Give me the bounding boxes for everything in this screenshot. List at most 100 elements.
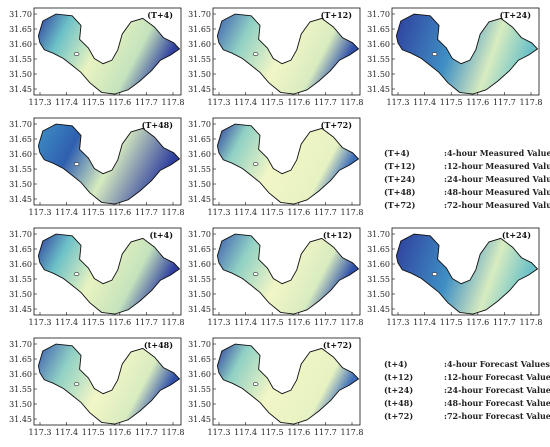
- y-tick-label: 31.45: [9, 195, 32, 204]
- y-tick-label: 31.60: [9, 260, 32, 269]
- x-tick-label: 117.3: [387, 98, 410, 107]
- y-tick-label: 31.70: [9, 340, 32, 349]
- x-tick-label: 117.5: [440, 318, 463, 327]
- x-tick-label: 117.4: [55, 208, 78, 217]
- lake-outline: [37, 13, 181, 95]
- island-marker: [252, 52, 259, 57]
- legend-text: :24-hour Measured Values: [444, 174, 550, 184]
- legend-measured-row: (T+4) :4-hour Measured Values: [384, 147, 550, 160]
- y-tick-label: 31.55: [9, 165, 32, 174]
- legend-measured-row: (T+48):48-hour Measured Values: [384, 186, 550, 199]
- y-tick-label: 31.50: [188, 180, 211, 189]
- x-tick-label: 117.7: [314, 318, 337, 327]
- x-tick-label: 117.6: [287, 428, 310, 437]
- panel-label: (T+12): [321, 10, 353, 20]
- x-tick-label: 117.5: [82, 208, 105, 217]
- map-panel: (t+12) 31.70 31.65 31.60 31.55 31.50 31.45 117.…: [188, 227, 364, 327]
- x-tick-label: 117.6: [108, 98, 131, 107]
- y-tick-label: 31.45: [188, 305, 211, 314]
- x-tick-label: 117.4: [55, 98, 78, 107]
- y-tick-label: 31.60: [9, 40, 32, 49]
- x-tick-label: 117.8: [162, 208, 185, 217]
- y-tick-label: 31.50: [188, 290, 211, 299]
- x-tick-label: 117.8: [341, 98, 364, 107]
- x-tick-label: 117.6: [108, 428, 131, 437]
- x-tick-label: 117.7: [135, 98, 158, 107]
- legend-measured: (T+4):4-hour Measured Values (T+12):12-h…: [384, 147, 550, 212]
- panel-label: (t+48): [144, 340, 173, 350]
- panel-label: (T+4): [147, 10, 173, 20]
- legend-code: (T+4): [384, 148, 410, 158]
- legend-code: (t+48): [384, 398, 414, 408]
- x-tick-label: 117.3: [29, 98, 52, 107]
- legend-code: (t+4): [384, 359, 408, 369]
- legend-forecast: (t+4):4-hour Forecast Values (t+12):12-h…: [384, 358, 550, 423]
- x-tick-label: 117.5: [82, 318, 105, 327]
- y-tick-label: 31.50: [9, 400, 32, 409]
- legend-forecast-row: (t+24):24-hour Forecast Values: [384, 384, 550, 397]
- y-tick-label: 31.50: [367, 70, 390, 79]
- x-tick-label: 117.4: [413, 98, 436, 107]
- island-marker: [252, 272, 259, 277]
- legend-forecast-row: (t+12):12-hour Forecast Values: [384, 371, 550, 384]
- y-tick-label: 31.60: [367, 260, 390, 269]
- y-tick-label: 31.60: [188, 370, 211, 379]
- x-tick-label: 117.8: [341, 428, 364, 437]
- y-tick-label: 31.45: [9, 415, 32, 424]
- x-tick-label: 117.3: [208, 318, 231, 327]
- panel-label: (T+72): [321, 120, 353, 130]
- x-tick-label: 117.7: [135, 318, 158, 327]
- y-tick-label: 31.45: [9, 305, 32, 314]
- y-tick-label: 31.65: [9, 355, 32, 364]
- panel-label: (t+4): [149, 230, 173, 240]
- y-tick-label: 31.65: [188, 355, 211, 364]
- y-tick-label: 31.45: [367, 85, 390, 94]
- x-tick-label: 117.6: [287, 318, 310, 327]
- y-tick-label: 31.50: [9, 180, 32, 189]
- x-tick-label: 117.3: [387, 318, 410, 327]
- lake-outline: [216, 233, 360, 315]
- y-tick-label: 31.50: [188, 70, 211, 79]
- map-panel: (t+4) 31.70 31.65 31.60 31.55 31.50 31.45 117.3…: [9, 227, 184, 327]
- y-tick-label: 31.45: [367, 305, 390, 314]
- x-tick-label: 117.3: [208, 208, 231, 217]
- y-tick-label: 31.45: [188, 85, 211, 94]
- legend-code: (T+72): [384, 200, 416, 210]
- y-tick-label: 31.55: [9, 55, 32, 64]
- y-tick-label: 31.70: [367, 230, 390, 239]
- x-tick-label: 117.5: [261, 428, 284, 437]
- island-marker: [431, 272, 438, 277]
- x-tick-label: 117.8: [341, 318, 364, 327]
- legend-text: :4-hour Measured Values: [444, 148, 550, 158]
- island-marker: [73, 162, 80, 167]
- x-tick-label: 117.3: [208, 428, 231, 437]
- y-tick-label: 31.70: [9, 230, 32, 239]
- y-tick-label: 31.65: [367, 245, 390, 254]
- legend-measured-row: (T+72) :72-hour Measured Values: [384, 199, 550, 212]
- x-tick-label: 117.4: [234, 208, 257, 217]
- map-panel: (t+72) 31.70 31.65 31.60 31.55 31.50 31.45 117.…: [188, 337, 364, 437]
- y-tick-label: 31.60: [9, 370, 32, 379]
- island-marker: [73, 272, 80, 277]
- x-tick-label: 117.8: [162, 428, 185, 437]
- x-tick-label: 117.4: [234, 428, 257, 437]
- map-panel: (t+48) 31.70 31.65 31.60 31.55 31.50 31.45 117.…: [9, 337, 185, 437]
- x-tick-label: 117.5: [261, 208, 284, 217]
- x-tick-label: 117.7: [135, 428, 158, 437]
- legend-text: :72-hour Measured Values: [444, 200, 550, 210]
- island-marker: [73, 382, 80, 387]
- y-tick-label: 31.50: [9, 290, 32, 299]
- lake-outline: [216, 13, 360, 95]
- y-tick-label: 31.65: [9, 245, 32, 254]
- x-tick-label: 117.6: [108, 208, 131, 217]
- x-tick-label: 117.7: [314, 428, 337, 437]
- y-tick-label: 31.65: [188, 245, 211, 254]
- x-tick-label: 117.6: [466, 98, 489, 107]
- y-tick-label: 31.65: [367, 25, 390, 34]
- legend-measured-row: (T+24):24-hour Measured Values: [384, 173, 550, 186]
- map-panel: (T+72) 31.70 31.65 31.60 31.55 31.50 31.45 117.…: [188, 117, 363, 217]
- lake-outline: [37, 123, 181, 205]
- island-marker: [252, 162, 259, 167]
- panel-label: (t+72): [323, 340, 352, 350]
